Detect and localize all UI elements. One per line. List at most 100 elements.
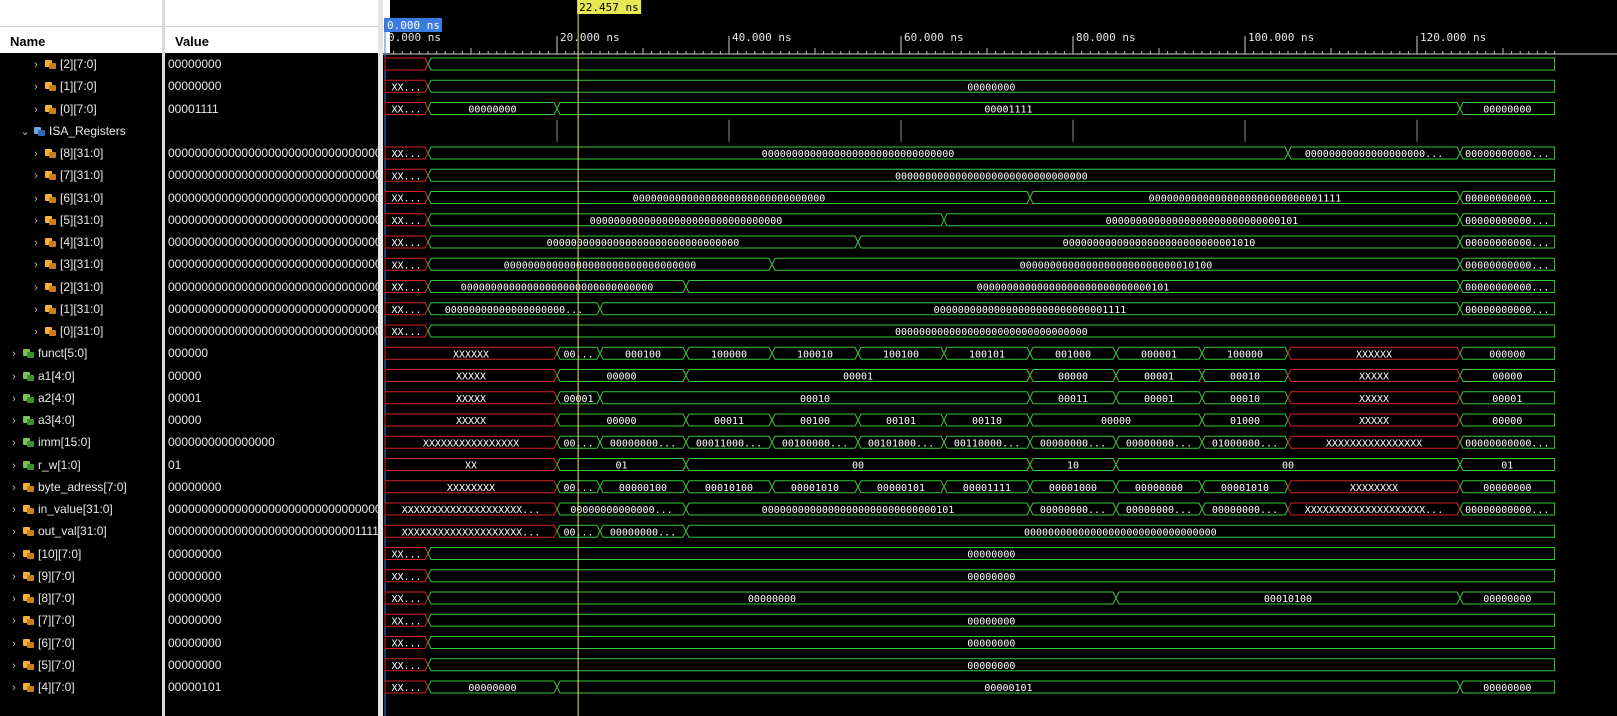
- segment-value: 00000000: [748, 594, 796, 605]
- waveform-panel[interactable]: 0.000 ns 20.000 ns 40.000 ns 60.000 ns 80.00…: [383, 0, 1617, 716]
- signal-name-row[interactable]: › [4][31:0]: [30, 231, 103, 253]
- signal-name-row[interactable]: › byte_adress[7:0]: [8, 476, 127, 498]
- chevron-right-icon[interactable]: ›: [34, 326, 38, 338]
- signal-name-row[interactable]: › [6][31:0]: [30, 187, 103, 209]
- origin-marker-label: 0.000 ns: [387, 19, 440, 32]
- segment-value: 00000000000...: [1465, 438, 1549, 449]
- chevron-right-icon[interactable]: ›: [34, 59, 38, 71]
- signal-name-row[interactable]: › [4][7:0]: [8, 676, 75, 698]
- signal-name-row[interactable]: › a1[4:0]: [8, 365, 75, 387]
- chevron-right-icon[interactable]: ›: [12, 570, 16, 583]
- segment-value: 00010100: [705, 483, 753, 494]
- chevron-right-icon[interactable]: ›: [34, 103, 38, 116]
- chevron-right-icon[interactable]: ›: [12, 370, 16, 383]
- segment-value: XXXXX: [456, 394, 486, 405]
- signal-name-row[interactable]: › [1][7:0]: [30, 75, 97, 97]
- signal-name: funct[5:0]: [38, 346, 88, 361]
- segment-value: 00000000000000000000000000000000: [895, 327, 1088, 338]
- signal-name-row[interactable]: › [7][7:0]: [8, 609, 75, 631]
- signal-name-row[interactable]: › in_value[31:0]: [8, 498, 113, 520]
- segment-value: XX...: [391, 661, 421, 672]
- chevron-right-icon[interactable]: ›: [12, 504, 16, 516]
- signal-name-row[interactable]: › r_w[1:0]: [8, 454, 81, 476]
- group-row[interactable]: ⌄ ISA_Registers: [19, 120, 126, 142]
- signal-name-row[interactable]: › imm[15:0]: [8, 431, 91, 453]
- segment-value: 01000: [1230, 416, 1260, 427]
- segment-value: 00000000000000000000000000000000: [895, 171, 1088, 182]
- signal-name-row[interactable]: › [10][7:0]: [8, 543, 81, 565]
- signal-name-row[interactable]: › [8][7:0]: [8, 587, 75, 609]
- value-wave-splitter[interactable]: [378, 0, 383, 716]
- chevron-right-icon[interactable]: ›: [12, 637, 16, 650]
- signal-name-row[interactable]: › [5][31:0]: [30, 209, 103, 231]
- segment-value: 00000000...: [610, 527, 676, 538]
- chevron-right-icon[interactable]: ›: [12, 348, 16, 361]
- segment-value: XXXXXX: [453, 349, 489, 360]
- chevron-right-icon[interactable]: ›: [12, 593, 16, 605]
- tick-label: 120.000 ns: [1420, 31, 1486, 44]
- tick-label: 80.000 ns: [1076, 31, 1136, 44]
- name-header[interactable]: Name: [0, 0, 162, 53]
- signal-value: 00001111: [168, 101, 219, 116]
- segment-value: XXXXXXXXXXXXXXXXXXXX...: [402, 527, 540, 538]
- chevron-right-icon[interactable]: ›: [12, 415, 16, 427]
- segment-value: 01: [615, 461, 627, 472]
- chevron-right-icon[interactable]: ›: [12, 392, 16, 405]
- segment-value: 00000000000000000000000000010100: [1020, 260, 1213, 271]
- chevron-right-icon[interactable]: ›: [34, 148, 38, 160]
- signal-name-row[interactable]: › [2][31:0]: [30, 276, 103, 298]
- signal-icon: [23, 616, 34, 626]
- signal-name-row[interactable]: › [2][7:0]: [30, 53, 97, 75]
- signal-name-row[interactable]: › [3][31:0]: [30, 253, 103, 275]
- signal-value: 00000: [168, 368, 202, 383]
- chevron-right-icon[interactable]: ›: [12, 659, 16, 672]
- signal-name-row[interactable]: › [5][7:0]: [8, 654, 75, 676]
- signal-name-row[interactable]: › out_val[31:0]: [8, 520, 107, 542]
- segment-value: 000000: [1489, 349, 1525, 360]
- segment-value: 01000000...: [1212, 438, 1278, 449]
- name-value-splitter[interactable]: [162, 0, 165, 716]
- signal-name-row[interactable]: › [0][31:0]: [30, 320, 103, 342]
- bus-segment: [427, 547, 1556, 560]
- chevron-right-icon[interactable]: ›: [34, 192, 38, 205]
- signal-name-row[interactable]: › funct[5:0]: [8, 342, 87, 364]
- chevron-right-icon[interactable]: ›: [34, 303, 38, 316]
- chevron-right-icon[interactable]: ›: [12, 437, 16, 450]
- segment-value: 00001: [843, 372, 873, 383]
- signal-name-row[interactable]: › [7][31:0]: [30, 164, 103, 186]
- chevron-down-icon[interactable]: ⌄: [20, 125, 30, 138]
- chevron-right-icon[interactable]: ›: [12, 459, 16, 472]
- signal-name-row[interactable]: › [0][7:0]: [30, 98, 97, 120]
- bus-segment: [427, 569, 1556, 583]
- signal-name-row[interactable]: › [8][31:0]: [30, 142, 103, 164]
- chevron-right-icon[interactable]: ›: [12, 526, 16, 539]
- signal-name: r_w[1:0]: [38, 457, 81, 472]
- segment-value: 00001111: [984, 105, 1032, 116]
- segment-value: 00000000000000000000000000000000: [762, 149, 955, 160]
- segment-value: XX...: [391, 194, 421, 205]
- chevron-right-icon[interactable]: ›: [34, 259, 38, 272]
- chevron-right-icon[interactable]: ›: [34, 170, 38, 183]
- chevron-right-icon[interactable]: ›: [34, 214, 38, 227]
- cursor-label: 22.457 ns: [579, 1, 639, 14]
- signal-name-row[interactable]: › a3[4:0]: [8, 409, 75, 431]
- chevron-right-icon[interactable]: ›: [12, 682, 16, 694]
- value-header[interactable]: Value: [165, 0, 390, 53]
- signal-name-row[interactable]: › a2[4:0]: [8, 387, 75, 409]
- segment-value: XX...: [391, 149, 421, 160]
- bus-segment: [427, 613, 1556, 627]
- signal-name-row[interactable]: › [9][7:0]: [8, 565, 75, 587]
- chevron-right-icon[interactable]: ›: [12, 481, 16, 494]
- bus-segment: [1459, 369, 1556, 382]
- signal-icon: [45, 282, 56, 292]
- signal-name: ISA_Registers: [49, 123, 126, 138]
- chevron-right-icon[interactable]: ›: [12, 548, 16, 561]
- chevron-right-icon[interactable]: ›: [12, 615, 16, 628]
- segment-value: XXXXX: [1359, 416, 1389, 427]
- signal-name-row[interactable]: › [6][7:0]: [8, 632, 75, 654]
- bus-segment: [1459, 191, 1556, 204]
- chevron-right-icon[interactable]: ›: [34, 237, 38, 249]
- chevron-right-icon[interactable]: ›: [34, 81, 38, 94]
- chevron-right-icon[interactable]: ›: [34, 281, 38, 294]
- signal-name-row[interactable]: › [1][31:0]: [30, 298, 103, 320]
